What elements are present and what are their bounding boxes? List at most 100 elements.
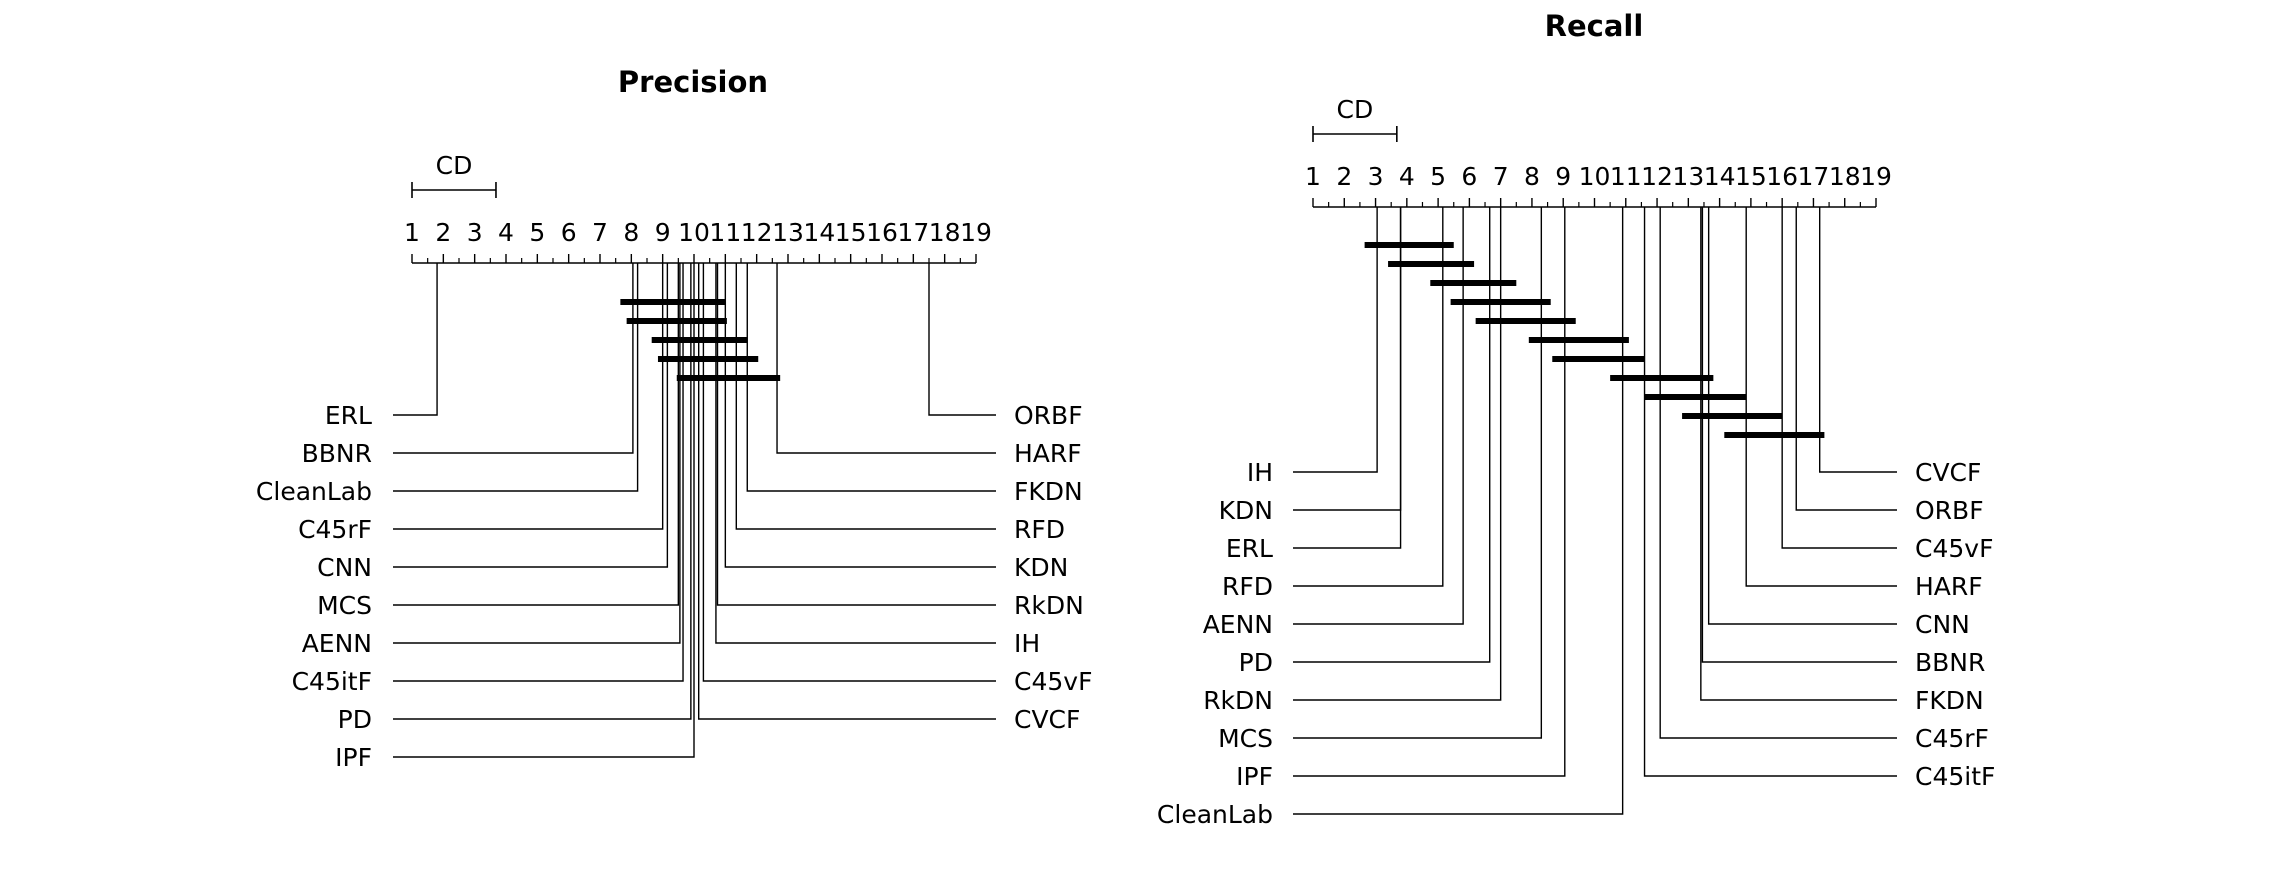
precision-tick-label: 5 <box>529 218 545 247</box>
precision-method-connector <box>393 263 669 568</box>
precision-tick-label: 12 <box>741 218 773 247</box>
precision-tick-label: 18 <box>929 218 961 247</box>
recall-method-label: CVCF <box>1915 458 1981 487</box>
recall-method-label: C45rF <box>1915 724 1989 753</box>
recall-method-label: PD <box>1239 648 1273 677</box>
precision-tick-label: 8 <box>623 218 639 247</box>
recall-method-connector <box>1781 207 1897 549</box>
precision-method-label: RkDN <box>1014 591 1084 620</box>
recall-title: Recall <box>1545 9 1644 43</box>
precision-tick-label: 4 <box>498 218 514 247</box>
recall-method-connector <box>1643 207 1897 777</box>
precision-method-connector <box>393 263 680 606</box>
recall-method-label: BBNR <box>1915 648 1985 677</box>
recall-method-connector <box>1745 207 1897 587</box>
recall-method-connector <box>1818 207 1897 473</box>
recall-method-label: C45vF <box>1915 534 1993 563</box>
recall-method-label: IPF <box>1236 762 1273 791</box>
precision-tick-label: 15 <box>835 218 867 247</box>
precision-method-label: CVCF <box>1014 705 1080 734</box>
precision-tick-label: 19 <box>960 218 992 247</box>
precision-method-label: IH <box>1014 629 1040 658</box>
recall-method-label: ERL <box>1226 534 1273 563</box>
recall-method-connector <box>1293 207 1378 473</box>
precision-method-connector <box>776 263 996 454</box>
recall-method-connector <box>1701 207 1897 663</box>
precision-method-connector <box>393 263 664 530</box>
precision-tick-label: 9 <box>655 218 671 247</box>
precision-tick-label: 3 <box>467 218 483 247</box>
precision-method-label: C45vF <box>1014 667 1092 696</box>
recall-tick-label: 2 <box>1336 162 1352 191</box>
precision-cd-diagram: Precision 1 2 3 4 5 6 7 8 9 10 11 12 13 14 15 16 17 18 19C… <box>256 65 1093 772</box>
recall-tick-label: 18 <box>1829 162 1861 191</box>
precision-method-label: MCS <box>317 591 372 620</box>
precision-method-connector <box>393 263 681 644</box>
recall-tick-label: 15 <box>1735 162 1767 191</box>
precision-method-connector <box>716 263 996 606</box>
recall-method-connector <box>1293 207 1566 777</box>
recall-tick-label: 10 <box>1579 162 1611 191</box>
recall-method-connector <box>1293 207 1444 587</box>
precision-method-connector <box>698 263 996 720</box>
recall-method-label: CleanLab <box>1157 800 1273 829</box>
precision-method-label: CNN <box>317 553 372 582</box>
precision-method-connector <box>393 263 639 492</box>
recall-method-label: KDN <box>1219 496 1273 525</box>
recall-method-connector <box>1707 207 1897 625</box>
precision-method-connector <box>746 263 996 492</box>
recall-tick-label: 14 <box>1704 162 1736 191</box>
recall-method-label: C45itF <box>1915 762 1995 791</box>
precision-method-label: PD <box>338 705 372 734</box>
recall-method-connector <box>1293 207 1491 663</box>
precision-tick-label: 10 <box>678 218 710 247</box>
recall-tick-label: 6 <box>1461 162 1477 191</box>
precision-method-connector <box>702 263 996 682</box>
precision-method-connector <box>928 263 996 416</box>
recall-tick-label: 12 <box>1641 162 1673 191</box>
recall-cd-label: CD <box>1337 95 1374 124</box>
recall-method-label: HARF <box>1915 572 1983 601</box>
precision-method-label: HARF <box>1014 439 1082 468</box>
precision-method-label: ORBF <box>1014 401 1083 430</box>
recall-method-label: RkDN <box>1203 686 1273 715</box>
recall-method-connector <box>1293 207 1543 739</box>
precision-method-connector <box>393 263 634 454</box>
precision-tick-label: 2 <box>435 218 451 247</box>
precision-title: Precision <box>618 65 768 99</box>
precision-method-label: BBNR <box>302 439 372 468</box>
precision-method-label: KDN <box>1014 553 1068 582</box>
recall-method-label: CNN <box>1915 610 1970 639</box>
precision-tick-label: 14 <box>803 218 835 247</box>
precision-tick-label: 13 <box>772 218 804 247</box>
recall-method-connector <box>1795 207 1897 511</box>
precision-method-connector <box>393 263 695 758</box>
precision-method-label: ERL <box>325 401 372 430</box>
recall-tick-label: 3 <box>1368 162 1384 191</box>
precision-method-connector <box>724 263 996 568</box>
recall-method-connector <box>1293 207 1464 625</box>
precision-tick-label: 17 <box>897 218 929 247</box>
recall-method-label: MCS <box>1218 724 1273 753</box>
recall-tick-label: 8 <box>1524 162 1540 191</box>
recall-tick-label: 5 <box>1430 162 1446 191</box>
recall-method-label: FKDN <box>1915 686 1984 715</box>
precision-method-label: RFD <box>1014 515 1065 544</box>
precision-method-connector <box>393 263 438 416</box>
precision-tick-label: 11 <box>709 218 741 247</box>
precision-method-connector <box>715 263 996 644</box>
precision-tick-label: 1 <box>404 218 420 247</box>
recall-tick-label: 4 <box>1399 162 1415 191</box>
recall-tick-label: 19 <box>1860 162 1892 191</box>
precision-cd-label: CD <box>436 151 473 180</box>
precision-method-connector <box>393 263 692 720</box>
precision-tick-label: 6 <box>561 218 577 247</box>
precision-method-connector <box>393 263 684 682</box>
recall-cd-diagram: Recall 1 2 3 4 5 6 7 8 9 10 11 12 13 14 15 16 17 18 19CDIH… <box>1157 9 1995 829</box>
precision-method-label: CleanLab <box>256 477 372 506</box>
recall-method-label: ORBF <box>1915 496 1984 525</box>
recall-tick-label: 17 <box>1798 162 1830 191</box>
recall-tick-label: 16 <box>1766 162 1798 191</box>
recall-method-connector <box>1659 207 1897 739</box>
